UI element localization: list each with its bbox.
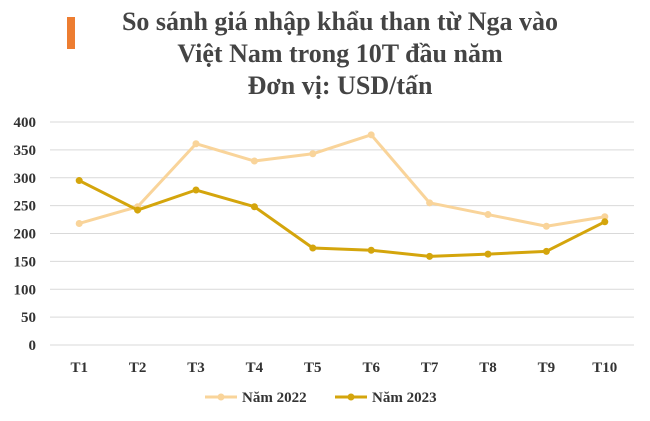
chart-title-line-3: Đơn vị: USD/tấn <box>247 71 433 100</box>
data-point <box>192 140 200 148</box>
y-tick-label: 100 <box>14 282 37 298</box>
data-point <box>484 211 492 219</box>
data-point <box>426 252 434 260</box>
data-point <box>250 203 258 211</box>
data-point <box>426 199 434 207</box>
x-tick-label: T2 <box>129 360 147 376</box>
data-point <box>367 131 375 139</box>
x-tick-label: T7 <box>421 360 439 376</box>
legend-label-1: Năm 2022 <box>242 390 307 406</box>
data-point <box>192 186 200 194</box>
data-point <box>542 222 550 230</box>
series-line-2 <box>78 179 606 258</box>
legend-marker-2 <box>347 393 355 401</box>
legend-label-2: Năm 2023 <box>372 390 437 406</box>
chart-title-line-1: So sánh giá nhập khẩu than từ Nga vào <box>121 7 559 36</box>
x-tick-label: T4 <box>246 360 264 376</box>
data-point <box>484 250 492 258</box>
x-tick-label: T10 <box>592 360 617 376</box>
legend-marker-1 <box>217 393 225 401</box>
data-point <box>309 244 317 252</box>
x-tick-label: T6 <box>362 360 380 376</box>
data-point <box>601 218 609 226</box>
y-tick-label: 0 <box>29 338 37 354</box>
x-tick-label: T3 <box>187 360 205 376</box>
data-point <box>134 206 142 214</box>
x-tick-label: T9 <box>538 360 556 376</box>
data-point <box>309 150 317 158</box>
y-tick-label: 400 <box>14 115 37 131</box>
y-tick-label: 150 <box>14 254 37 270</box>
x-tick-label: T8 <box>479 360 497 376</box>
y-tick-label: 250 <box>14 199 37 215</box>
x-tick-label: T1 <box>70 360 88 376</box>
data-point <box>250 157 258 165</box>
data-point <box>542 247 550 255</box>
data-point <box>75 219 83 227</box>
y-tick-label: 350 <box>14 143 37 159</box>
series-line-1 <box>78 133 606 228</box>
x-tick-label: T5 <box>304 360 322 376</box>
y-tick-label: 50 <box>21 310 36 326</box>
data-point <box>75 177 83 185</box>
chart-title-line-2: Việt Nam trong 10T đầu năm <box>177 39 503 68</box>
title-accent-bar <box>67 17 75 49</box>
y-tick-label: 300 <box>14 171 37 187</box>
data-point <box>601 213 609 221</box>
y-tick-label: 200 <box>14 227 37 243</box>
chart-title: So sánh giá nhập khẩu than từ Nga vào Vi… <box>80 6 600 102</box>
data-point <box>367 246 375 254</box>
